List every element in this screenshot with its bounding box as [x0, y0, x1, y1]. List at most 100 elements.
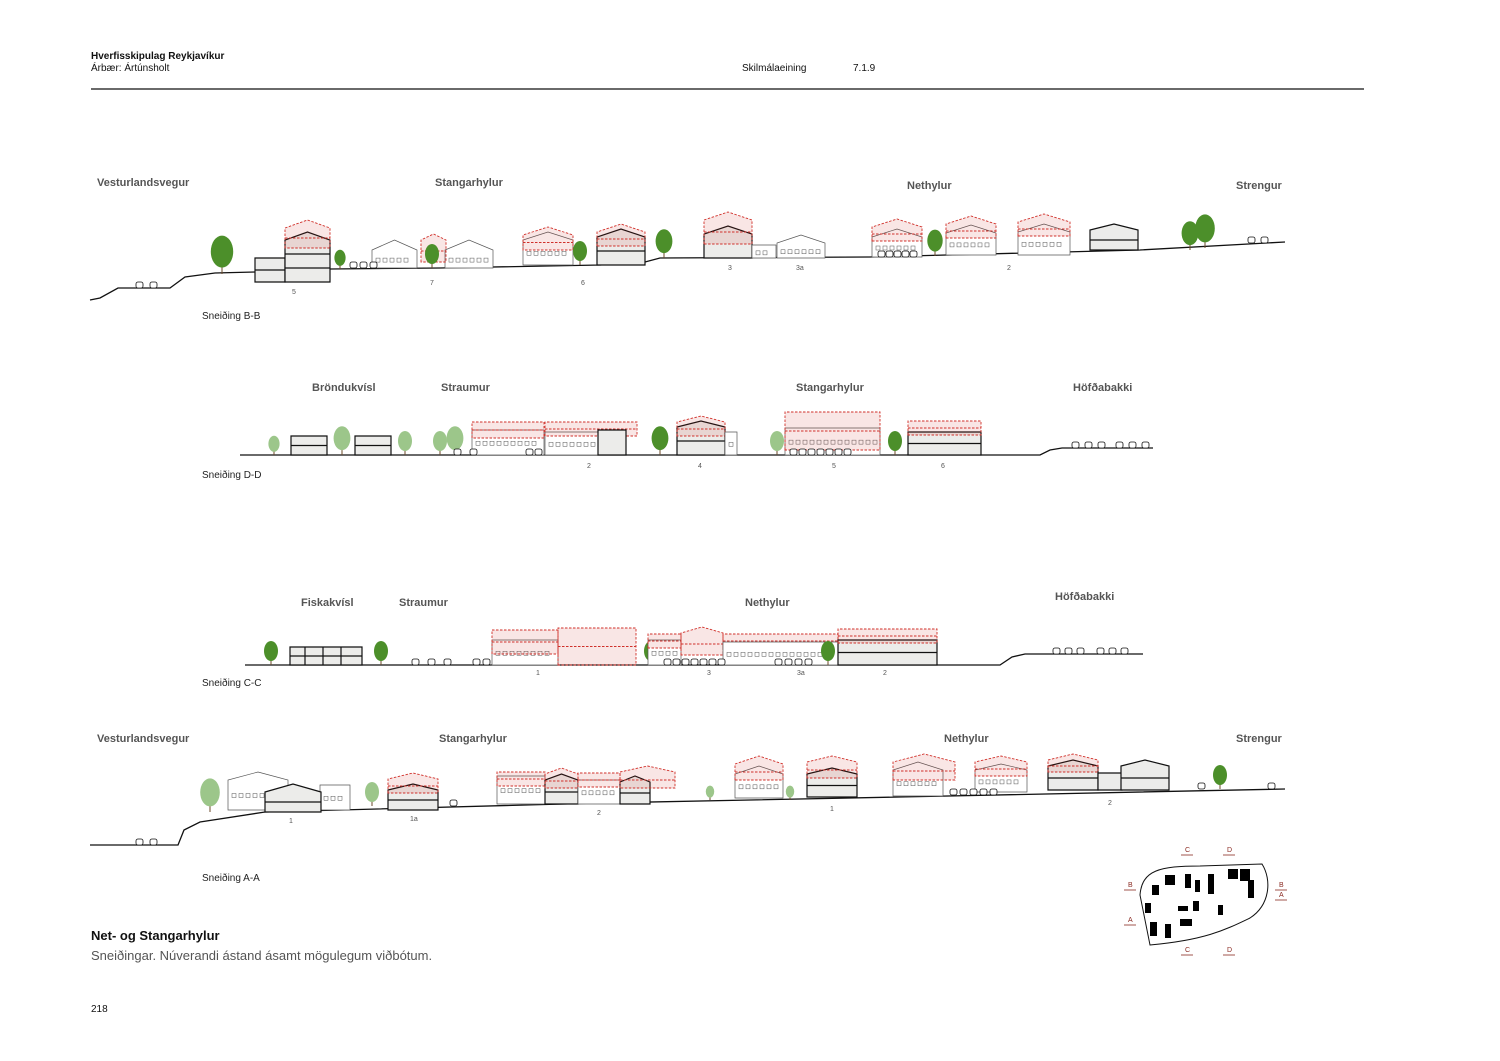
street-label: Nethylur [745, 597, 790, 609]
car-icon [1076, 647, 1085, 655]
plot-number: 3 [728, 265, 732, 272]
car-icon [1096, 647, 1105, 655]
window [496, 441, 502, 446]
plot-number: 2 [1108, 800, 1112, 807]
keymap-section-marker: A [1279, 892, 1284, 899]
tree-icon [264, 641, 278, 661]
keymap-building [1178, 906, 1188, 911]
window [726, 652, 732, 657]
tree-icon [374, 641, 388, 661]
car-icon [877, 250, 886, 258]
window [1042, 242, 1048, 247]
keymap-section-marker: B [1279, 882, 1284, 889]
window [795, 439, 801, 445]
plot-number: 4 [698, 463, 702, 470]
document-subtitle: Árbær: Ártúnsholt [91, 63, 170, 74]
window [330, 796, 336, 801]
car-icon [1071, 441, 1080, 449]
window [970, 242, 976, 248]
tree-icon [365, 782, 379, 802]
car-icon [774, 658, 783, 666]
car-icon [784, 658, 793, 666]
existing-building [597, 429, 627, 456]
car-icon [472, 658, 481, 666]
window [531, 441, 537, 446]
car-icon [1084, 441, 1093, 449]
car-icon [1260, 236, 1269, 244]
window [403, 257, 409, 263]
car-icon [901, 250, 910, 258]
plot-number: 6 [581, 280, 585, 287]
caption-title: Net- og Stangarhylur [91, 928, 220, 943]
keymap-building [1185, 874, 1191, 888]
car-icon [1197, 782, 1206, 790]
car-icon [1064, 647, 1073, 655]
ground-line [240, 447, 1153, 456]
car-icon [979, 788, 988, 796]
tree-icon [398, 431, 412, 451]
keymap-building [1180, 919, 1192, 926]
window [787, 249, 793, 254]
window [788, 439, 794, 445]
street-label: Strengur [1236, 733, 1282, 745]
tree-icon [268, 435, 280, 452]
window [752, 784, 758, 790]
proposed-addition [871, 218, 923, 242]
window [896, 245, 902, 251]
plot-number: 3a [796, 265, 804, 272]
window [561, 251, 567, 256]
tree-icon [785, 785, 795, 798]
window [510, 441, 516, 446]
window [865, 439, 871, 445]
street-label: Vesturlandsvegur [97, 733, 190, 745]
window [762, 250, 768, 256]
proposed-addition [619, 765, 676, 789]
window [801, 249, 807, 254]
window [672, 651, 678, 656]
window [889, 245, 895, 251]
keymap-section-marker: D [1227, 947, 1232, 954]
keymap-building [1228, 869, 1238, 879]
window [507, 788, 513, 793]
existing-building [1097, 772, 1123, 791]
proposed-addition [596, 223, 646, 247]
plot-number: 1a [410, 816, 418, 823]
window [1028, 242, 1034, 247]
window [823, 439, 829, 445]
window [978, 779, 984, 785]
window [533, 251, 539, 256]
keymap-building [1145, 903, 1151, 913]
window [1056, 242, 1062, 247]
car-icon [534, 448, 543, 456]
car-icon [135, 838, 144, 846]
window [396, 257, 402, 263]
proposed-addition [703, 211, 753, 245]
window [495, 651, 501, 656]
tree-icon [655, 229, 673, 254]
window [768, 652, 774, 657]
car-icon [1108, 647, 1117, 655]
window [524, 441, 530, 446]
window [882, 245, 888, 251]
window [588, 790, 594, 796]
car-icon [816, 448, 825, 456]
window [815, 249, 821, 254]
tree-icon [1181, 221, 1199, 246]
proposed-addition [784, 411, 881, 451]
car-icon [349, 261, 358, 269]
car-icon [804, 658, 813, 666]
unit-label: Skilmálaeining [742, 63, 807, 74]
window [238, 793, 244, 798]
window [245, 793, 251, 798]
car-icon [1115, 441, 1124, 449]
window [455, 257, 461, 263]
tree-icon [334, 249, 346, 266]
keymap-building [1193, 901, 1199, 911]
car-icon [1247, 236, 1256, 244]
window [949, 242, 955, 248]
street-label: Höfðabakki [1073, 382, 1133, 394]
window [503, 441, 509, 446]
window [483, 257, 489, 263]
window [917, 781, 923, 786]
window [733, 652, 739, 657]
